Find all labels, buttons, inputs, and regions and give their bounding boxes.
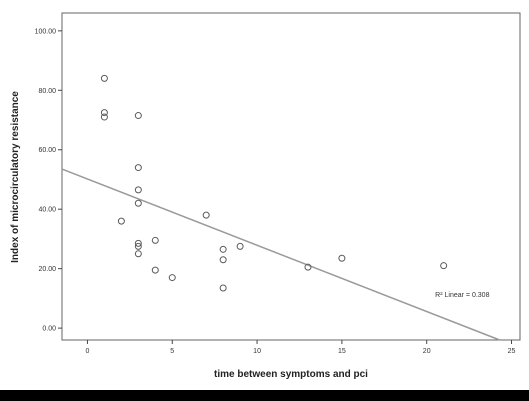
data-point	[134, 250, 142, 258]
data-point	[338, 254, 346, 262]
fit-line-layer	[61, 168, 500, 341]
y-tick-label: 80.00	[38, 88, 56, 95]
data-point	[202, 211, 210, 219]
data-point	[100, 109, 108, 117]
data-point	[117, 217, 125, 225]
y-tick-label: 40.00	[38, 207, 56, 214]
data-point	[168, 274, 176, 282]
y-tick-label: 20.00	[38, 266, 56, 273]
data-point	[100, 113, 108, 121]
x-tick-label: 10	[253, 348, 261, 355]
plot-frame	[61, 12, 521, 341]
x-tick-label: 0	[85, 348, 89, 355]
data-point	[219, 256, 227, 264]
x-tick-label: 15	[338, 348, 346, 355]
data-point	[134, 112, 142, 120]
scatter-chart: 0.00 20.00 40.00 60.00 80.00 100.00 0 5 10 15 20 2…	[10, 12, 521, 380]
x-axis-title: time between symptoms and pci	[214, 369, 368, 380]
data-point	[100, 74, 108, 82]
y-tick-label: 60.00	[38, 147, 56, 154]
data-point	[151, 266, 159, 274]
data-point	[304, 263, 312, 271]
data-point	[134, 164, 142, 172]
x-tick-label: 20	[423, 348, 431, 355]
data-point	[134, 242, 142, 250]
data-point	[219, 284, 227, 292]
data-point	[219, 245, 227, 253]
x-tick-label: 25	[508, 348, 516, 355]
bottom-black-bar	[0, 390, 529, 401]
data-point	[151, 236, 159, 244]
data-point	[134, 199, 142, 207]
regression-line	[61, 168, 500, 341]
r-squared-annotation: R² Linear = 0.308	[435, 292, 489, 299]
y-axis-title: Index of microcirculatory resistance	[10, 91, 21, 263]
y-tick-label: 0.00	[42, 326, 56, 333]
data-point	[236, 242, 244, 250]
data-points	[100, 74, 448, 292]
data-point	[134, 186, 142, 194]
x-tick-label: 5	[170, 348, 174, 355]
x-axis-ticks: 0 5 10 15 20 25	[85, 340, 516, 355]
y-axis-ticks: 0.00 20.00 40.00 60.00 80.00 100.00	[35, 28, 62, 333]
data-point	[440, 262, 448, 270]
y-tick-label: 100.00	[35, 28, 57, 35]
data-point	[134, 239, 142, 247]
